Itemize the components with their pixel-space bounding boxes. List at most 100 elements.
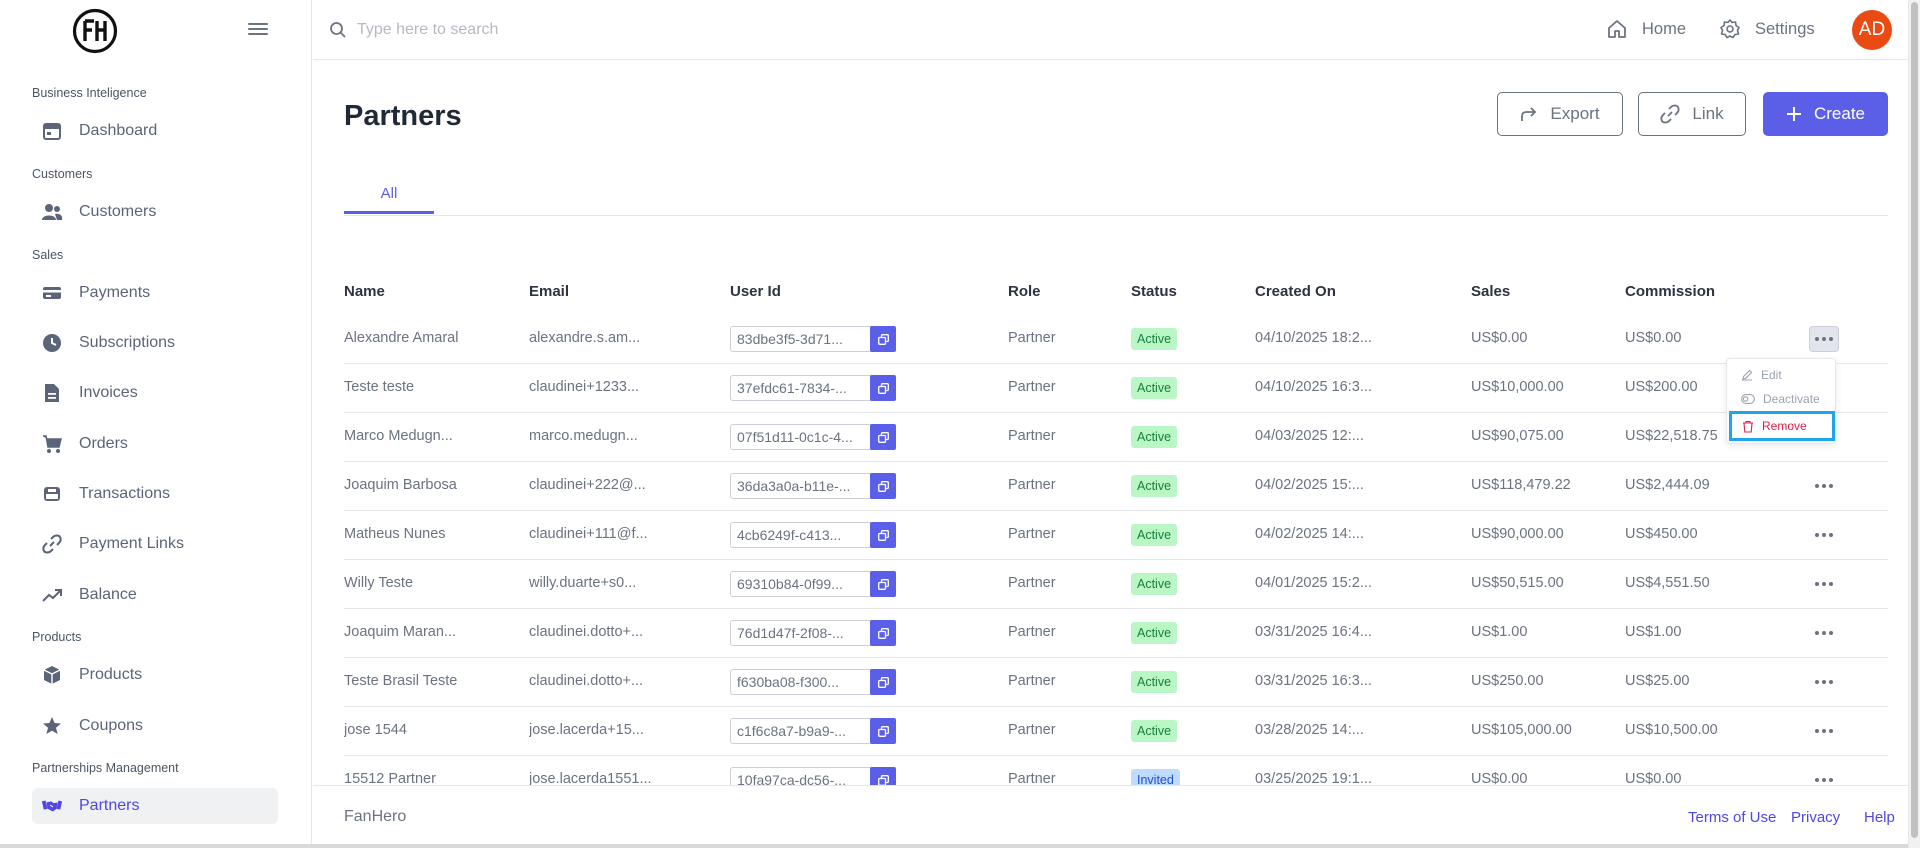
sidebar-item-orders[interactable]: Orders xyxy=(32,426,278,462)
row-actions-button[interactable] xyxy=(1809,522,1839,548)
sidebar-item-subscriptions[interactable]: Subscriptions xyxy=(32,325,278,361)
user-id-value: f630ba08-f300... xyxy=(737,674,839,690)
table-row[interactable]: Alexandre Amaral alexandre.s.am... 83dbe… xyxy=(344,315,1888,364)
cell-email: claudinei.dotto+... xyxy=(529,673,644,689)
dot xyxy=(1815,582,1819,586)
menu-toggle-icon[interactable] xyxy=(246,20,270,40)
tab-all[interactable]: All xyxy=(344,176,434,214)
sidebar-item-dashboard[interactable]: Dashboard xyxy=(32,113,278,149)
column-header-user-id[interactable]: User Id xyxy=(730,283,781,300)
row-actions-button[interactable] xyxy=(1809,620,1839,646)
user-id-field[interactable]: 83dbe3f5-3d71... xyxy=(730,326,896,352)
sidebar-item-payment-links[interactable]: Payment Links xyxy=(32,526,278,562)
table-row[interactable]: Marco Medugn... marco.medugn... 07f51d11… xyxy=(344,413,1888,462)
user-id-field[interactable]: 36da3a0a-b11e-... xyxy=(730,473,896,499)
scrollbar-thumb[interactable] xyxy=(1911,2,1918,838)
row-actions-button[interactable] xyxy=(1809,669,1839,695)
fanhero-logo[interactable] xyxy=(72,8,118,54)
user-id-field[interactable]: 4cb6249f-c413... xyxy=(730,522,896,548)
copy-icon xyxy=(877,774,889,786)
copy-button[interactable] xyxy=(870,326,896,352)
user-id-field[interactable]: 37efdc61-7834-... xyxy=(730,375,896,401)
cell-commission: US$25.00 xyxy=(1625,673,1690,689)
menu-item-label: Edit xyxy=(1761,368,1782,382)
row-actions-button[interactable] xyxy=(1809,767,1839,793)
nav-section-title: Sales xyxy=(32,248,64,262)
column-header-sales[interactable]: Sales xyxy=(1471,283,1511,300)
copy-icon xyxy=(877,480,889,492)
sidebar-item-products[interactable]: Products xyxy=(32,657,278,693)
table-row[interactable]: Teste teste claudinei+1233... 37efdc61-7… xyxy=(344,364,1888,413)
table-row[interactable]: Willy Teste willy.duarte+s0... 69310b84-… xyxy=(344,560,1888,609)
avatar[interactable]: AD xyxy=(1852,10,1892,50)
menu-item-remove[interactable]: Remove xyxy=(1729,411,1835,441)
table-row[interactable]: Teste Brasil Teste claudinei.dotto+... f… xyxy=(344,658,1888,707)
sidebar-item-partners[interactable]: Partners xyxy=(32,788,278,824)
toggle-icon xyxy=(1741,394,1755,404)
user-id-field[interactable]: 07f51d11-0c1c-4... xyxy=(730,424,896,450)
column-header-name[interactable]: Name xyxy=(344,283,385,300)
table-row[interactable]: Joaquim Maran... claudinei.dotto+... 76d… xyxy=(344,609,1888,658)
dot xyxy=(1829,680,1833,684)
table-row[interactable]: jose 1544 jose.lacerda+15... c1f6c8a7-b9… xyxy=(344,707,1888,756)
sidebar-item-balance[interactable]: Balance xyxy=(32,577,278,613)
table-row[interactable]: 15512 Partner jose.lacerda1551... 10fa97… xyxy=(344,756,1888,805)
plus-icon xyxy=(1786,107,1801,121)
copy-button[interactable] xyxy=(870,473,896,499)
copy-button[interactable] xyxy=(870,718,896,744)
row-actions-button[interactable] xyxy=(1809,326,1839,352)
sidebar-item-customers[interactable]: Customers xyxy=(32,194,278,230)
copy-button[interactable] xyxy=(870,522,896,548)
dot xyxy=(1815,533,1819,537)
menu-item-deactivate[interactable]: Deactivate xyxy=(1727,387,1837,411)
user-id-field[interactable]: f630ba08-f300... xyxy=(730,669,896,695)
column-header-role[interactable]: Role xyxy=(1008,283,1041,300)
help-link[interactable]: Help xyxy=(1864,809,1895,826)
user-id-value: 76d1d47f-2f08-... xyxy=(737,625,844,641)
link-button[interactable]: Link xyxy=(1638,92,1746,136)
copy-button[interactable] xyxy=(870,424,896,450)
create-button[interactable]: Create xyxy=(1763,92,1888,136)
terms-link[interactable]: Terms of Use xyxy=(1688,809,1777,826)
dot xyxy=(1815,680,1819,684)
copy-button[interactable] xyxy=(870,571,896,597)
cell-email: claudinei+1233... xyxy=(529,379,640,395)
sidebar-item-invoices[interactable]: Invoices xyxy=(32,375,278,411)
sidebar-item-payments[interactable]: Payments xyxy=(32,275,278,311)
home-link[interactable]: Home xyxy=(1606,18,1686,40)
user-id-field[interactable]: c1f6c8a7-b9a9-... xyxy=(730,718,896,744)
cell-email: willy.duarte+s0... xyxy=(529,575,637,591)
column-header-email[interactable]: Email xyxy=(529,283,570,300)
sidebar-item-coupons[interactable]: Coupons xyxy=(32,708,278,744)
sidebar-item-label: Products xyxy=(79,666,143,683)
table-row[interactable]: Joaquim Barbosa claudinei+222@... 36da3a… xyxy=(344,462,1888,511)
dot xyxy=(1815,729,1819,733)
row-actions-button[interactable] xyxy=(1809,718,1839,744)
bank-icon xyxy=(41,483,63,505)
user-id-value: 83dbe3f5-3d71... xyxy=(737,331,843,347)
privacy-link[interactable]: Privacy xyxy=(1791,809,1841,826)
user-id-field[interactable]: 76d1d47f-2f08-... xyxy=(730,620,896,646)
user-id-value: 4cb6249f-c413... xyxy=(737,527,842,543)
table-row[interactable]: Matheus Nunes claudinei+111@f... 4cb6249… xyxy=(344,511,1888,560)
copy-button[interactable] xyxy=(870,620,896,646)
status-badge: Active xyxy=(1131,524,1178,546)
column-header-status[interactable]: Status xyxy=(1131,283,1177,300)
row-actions-button[interactable] xyxy=(1809,473,1839,499)
copy-button[interactable] xyxy=(870,669,896,695)
cell-role: Partner xyxy=(1008,722,1056,738)
settings-link[interactable]: Settings xyxy=(1719,18,1815,40)
export-button[interactable]: Export xyxy=(1497,92,1623,136)
vertical-scrollbar[interactable] xyxy=(1908,0,1920,848)
search-input[interactable] xyxy=(357,14,757,46)
home-label: Home xyxy=(1642,19,1687,38)
copy-button[interactable] xyxy=(870,375,896,401)
user-id-value: 07f51d11-0c1c-4... xyxy=(737,429,853,445)
column-header-created-on[interactable]: Created On xyxy=(1255,283,1336,300)
menu-item-edit[interactable]: Edit xyxy=(1727,363,1837,387)
row-actions-button[interactable] xyxy=(1809,571,1839,597)
sidebar-item-transactions[interactable]: Transactions xyxy=(32,476,278,512)
cell-sales: US$90,000.00 xyxy=(1471,526,1564,542)
column-header-commission[interactable]: Commission xyxy=(1625,283,1716,300)
user-id-field[interactable]: 69310b84-0f99... xyxy=(730,571,896,597)
